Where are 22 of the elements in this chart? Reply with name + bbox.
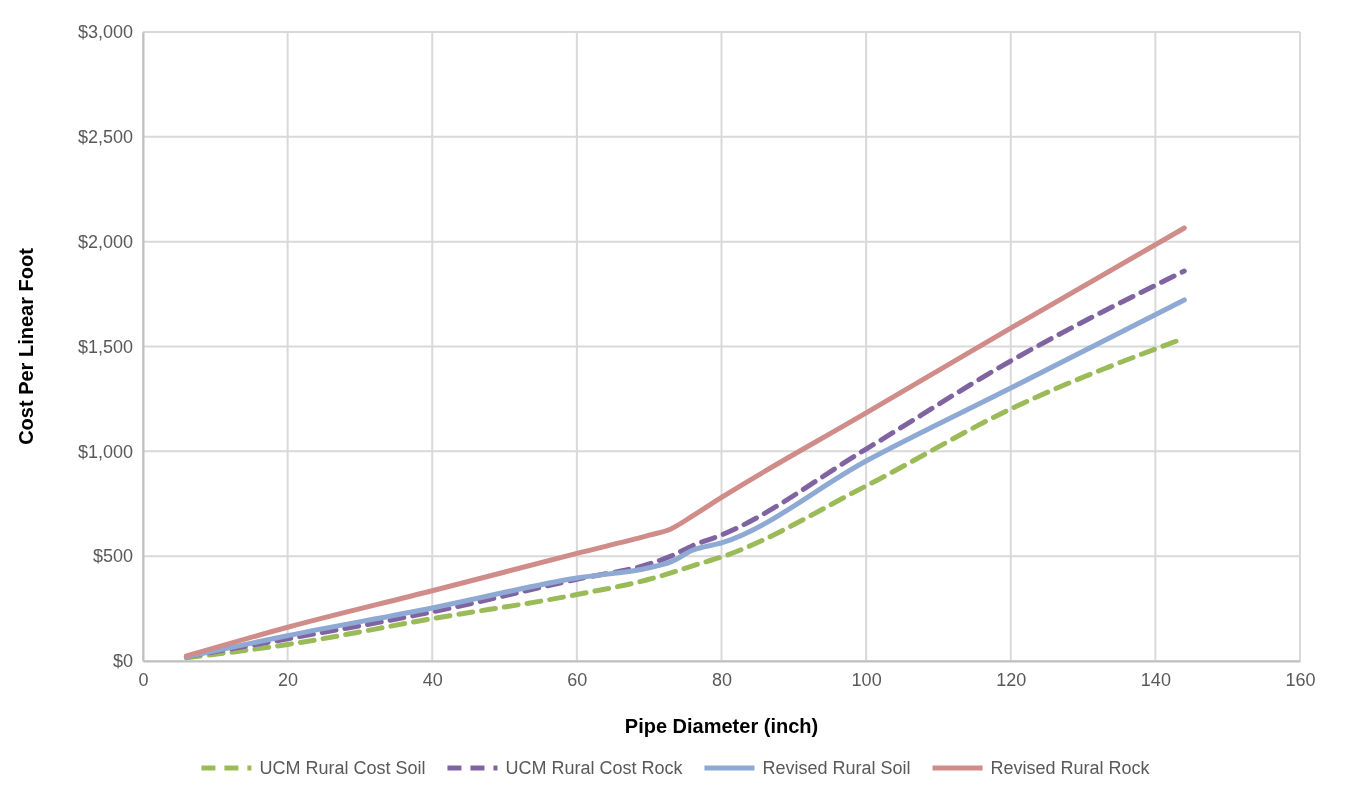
x-tick-label: 160 [1285, 669, 1316, 690]
legend-label: Revised Rural Rock [990, 758, 1151, 779]
y-axis-title: Cost Per Linear Foot [15, 247, 37, 445]
x-tick-label: 120 [996, 669, 1027, 690]
x-tick-label: 140 [1140, 669, 1171, 690]
y-tick-label: $3,000 [77, 22, 133, 43]
x-tick-label: 0 [138, 669, 149, 690]
y-tick-label: $0 [112, 651, 133, 672]
y-tick-label: $2,500 [77, 127, 133, 148]
x-axis-title: Pipe Diameter (inch) [624, 715, 819, 737]
legend-label: UCM Rural Cost Rock [505, 758, 684, 779]
x-tick-label: 20 [278, 669, 299, 690]
legend-label: Revised Rural Soil [762, 758, 911, 779]
x-tick-label: 80 [711, 669, 733, 690]
legend-label: UCM Rural Cost Soil [259, 758, 426, 779]
x-tick-label: 100 [851, 669, 882, 690]
x-tick-label: 60 [567, 669, 588, 690]
x-tick-label: 40 [422, 669, 443, 690]
y-tick-label: $1,500 [77, 336, 133, 357]
y-tick-label: $2,000 [77, 231, 133, 252]
y-tick-label: $1,000 [77, 441, 133, 462]
y-tick-label: $500 [92, 546, 133, 567]
